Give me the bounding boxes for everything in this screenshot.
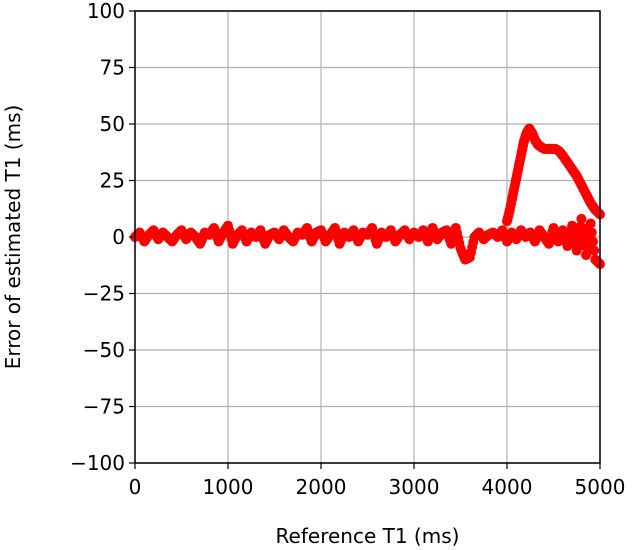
data-point — [585, 218, 596, 229]
x-tick-label: 1000 — [203, 475, 254, 499]
y-tick-label: −50 — [83, 338, 125, 362]
x-tick-label: 4000 — [482, 475, 533, 499]
x-tick-label: 3000 — [389, 475, 440, 499]
y-tick-label: −100 — [70, 451, 125, 475]
x-axis-label: Reference T1 (ms) — [276, 524, 460, 548]
y-tick-label: −25 — [83, 282, 125, 306]
axis-ticks: 0 1000 2000 3000 4000 5000 100 75 50 25 0 −25 −50 −75… — [70, 0, 625, 499]
x-tick-label: 5000 — [575, 475, 626, 499]
y-tick-label: 100 — [87, 0, 125, 23]
data-point — [571, 245, 582, 256]
y-tick-label: 75 — [100, 56, 125, 80]
x-tick-label: 0 — [129, 475, 142, 499]
data-point — [588, 236, 599, 247]
y-tick-label: −75 — [83, 395, 125, 419]
y-tick-label: 25 — [100, 169, 125, 193]
data-point — [576, 213, 587, 224]
y-tick-label: 50 — [100, 112, 125, 136]
data-point — [581, 250, 592, 261]
y-axis-label: Error of estimated T1 (ms) — [1, 105, 25, 370]
y-tick-label: 0 — [112, 225, 125, 249]
data-point — [586, 227, 597, 238]
data-points — [130, 123, 605, 270]
x-tick-label: 2000 — [296, 475, 347, 499]
data-point — [589, 245, 600, 256]
